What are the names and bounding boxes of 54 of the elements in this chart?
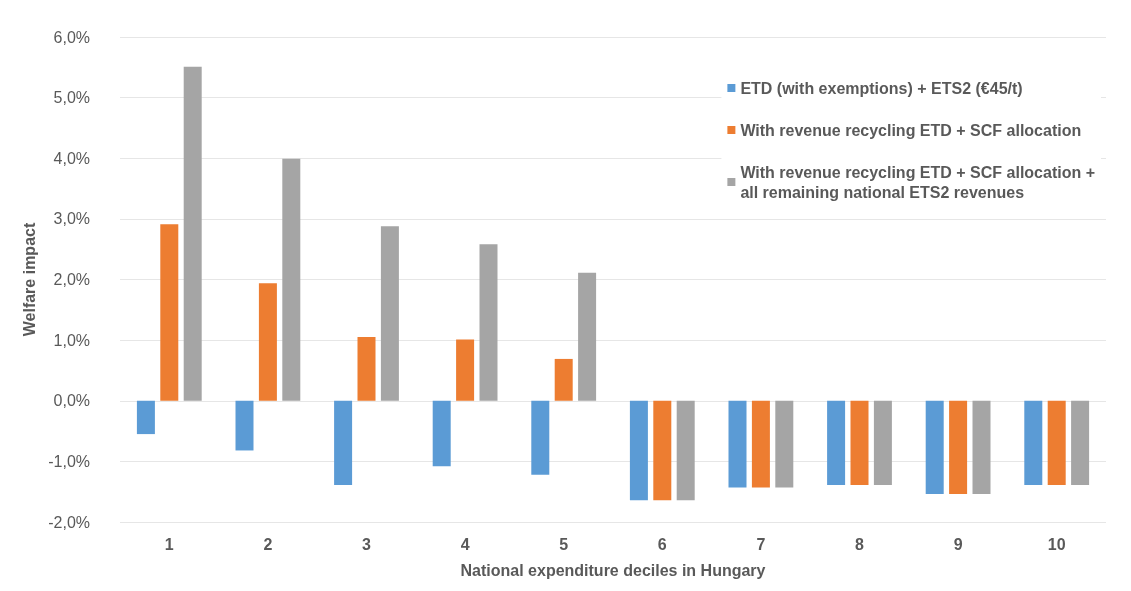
bar (136, 400, 155, 435)
bar (676, 400, 695, 501)
bar (629, 400, 648, 501)
bar (1024, 400, 1043, 486)
x-tick-label: 9 (953, 535, 963, 553)
bar (1071, 400, 1090, 486)
y-tick-label: -2,0% (48, 513, 90, 531)
bar (728, 400, 747, 488)
y-tick-label: 3,0% (53, 210, 90, 228)
x-tick-label: 1 (164, 535, 174, 553)
x-tick-label: 3 (362, 535, 372, 553)
bar (357, 337, 376, 401)
y-axis-title: Welfare impact (20, 222, 38, 337)
bar (775, 400, 794, 488)
y-tick-label: 4,0% (53, 149, 90, 167)
bar (827, 400, 846, 486)
x-tick-label: 7 (756, 535, 766, 553)
bar (531, 400, 550, 475)
legend-label: With revenue recycling ETD + SCF allocation + all remaining national ETS2 revenues (740, 163, 1096, 201)
x-tick-label: 8 (855, 535, 865, 553)
y-tick-label: 6,0% (53, 28, 90, 46)
y-tick-label: -1,0% (48, 452, 90, 470)
bar (578, 272, 597, 401)
bar (380, 226, 399, 401)
bar (1047, 400, 1066, 486)
bar (554, 358, 573, 401)
x-tick-label: 10 (1047, 535, 1066, 553)
y-tick-label: 0,0% (53, 392, 90, 410)
bar (949, 400, 968, 495)
y-tick-label: 1,0% (53, 331, 90, 349)
x-tick-label: 5 (559, 535, 569, 553)
bar (258, 283, 277, 401)
bar (925, 400, 944, 495)
bar (751, 400, 770, 488)
y-tick-label: 2,0% (53, 271, 90, 288)
bar (456, 339, 475, 401)
bar (972, 400, 991, 495)
x-axis-title: National expenditure deciles in Hungary (460, 561, 766, 579)
x-tick-label: 4 (460, 535, 470, 553)
legend-label: ETD (with exemptions) + ETS2 (€45/t) (740, 79, 1023, 97)
legend-label: With revenue recycling ETD + SCF allocation (740, 121, 1082, 139)
bar (334, 400, 353, 486)
bar (160, 224, 179, 401)
bar (235, 400, 254, 451)
bar (183, 66, 202, 401)
bar (653, 400, 672, 501)
bar (873, 400, 892, 486)
y-tick-label: 5,0% (53, 89, 90, 107)
bar (282, 158, 301, 401)
bar (479, 244, 498, 401)
x-tick-label: 2 (263, 535, 273, 553)
x-tick-label: 6 (657, 535, 667, 553)
bar (432, 400, 451, 467)
bar (850, 400, 869, 486)
